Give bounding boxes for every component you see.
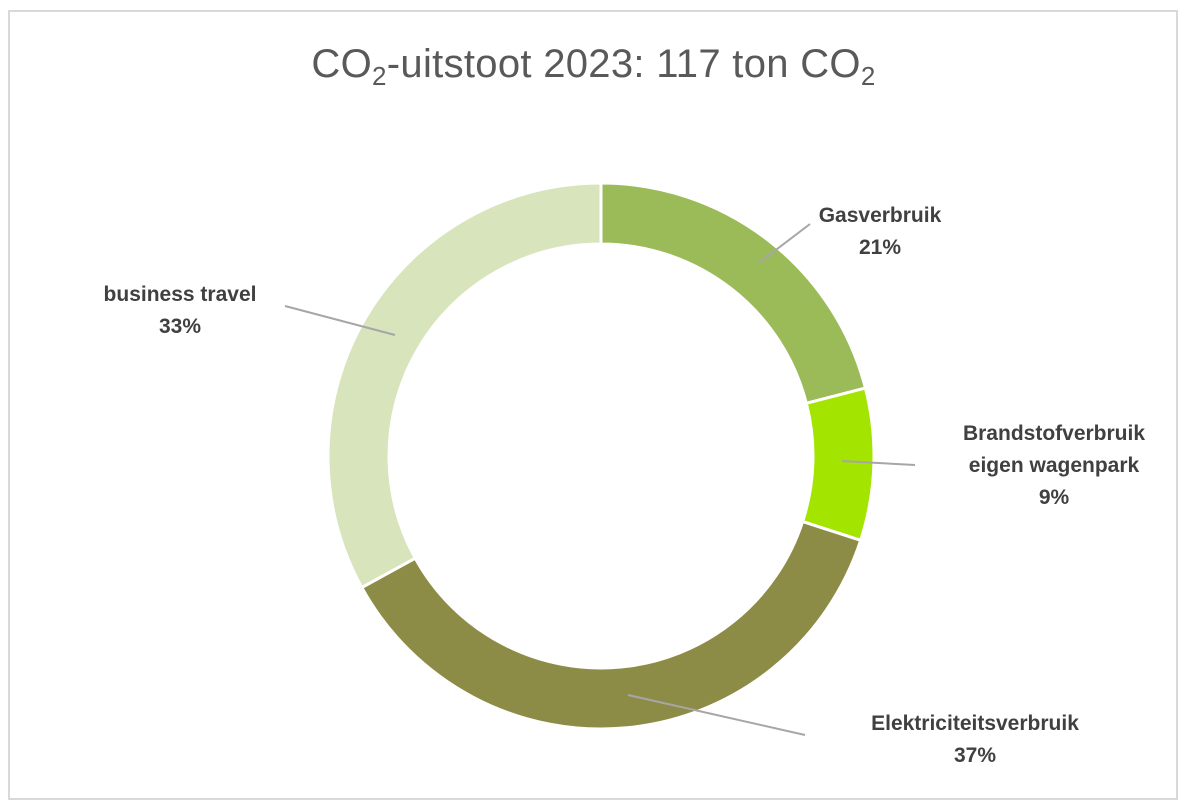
data-label-category: eigen wagenpark [969,454,1140,477]
data-label-percent: 37% [954,744,996,767]
donut-slice [359,519,863,731]
data-label-category: Brandstofverbruik [963,422,1145,445]
chart-title: CO2-uitstoot 2023: 117 ton CO2 [0,42,1187,92]
data-label-category: Elektriciteitsverbruik [871,712,1079,735]
title-co: CO [311,42,373,86]
leader-line [759,223,811,263]
title-subscript-1: 2 [372,61,387,91]
data-label-category: business travel [104,283,257,306]
title-subscript-2: 2 [860,61,876,91]
title-rest: -uitstoot 2023: 117 ton CO [386,42,861,86]
data-label-percent: 9% [1039,486,1070,509]
data-label-category: Gasverbruik [819,204,942,227]
leader-line [841,460,916,466]
leader-line [284,305,396,336]
data-label-percent: 21% [859,236,901,259]
leader-line [627,694,806,736]
donut-slice [800,386,876,543]
donut-slice [326,181,603,590]
data-label-percent: 33% [159,315,201,338]
